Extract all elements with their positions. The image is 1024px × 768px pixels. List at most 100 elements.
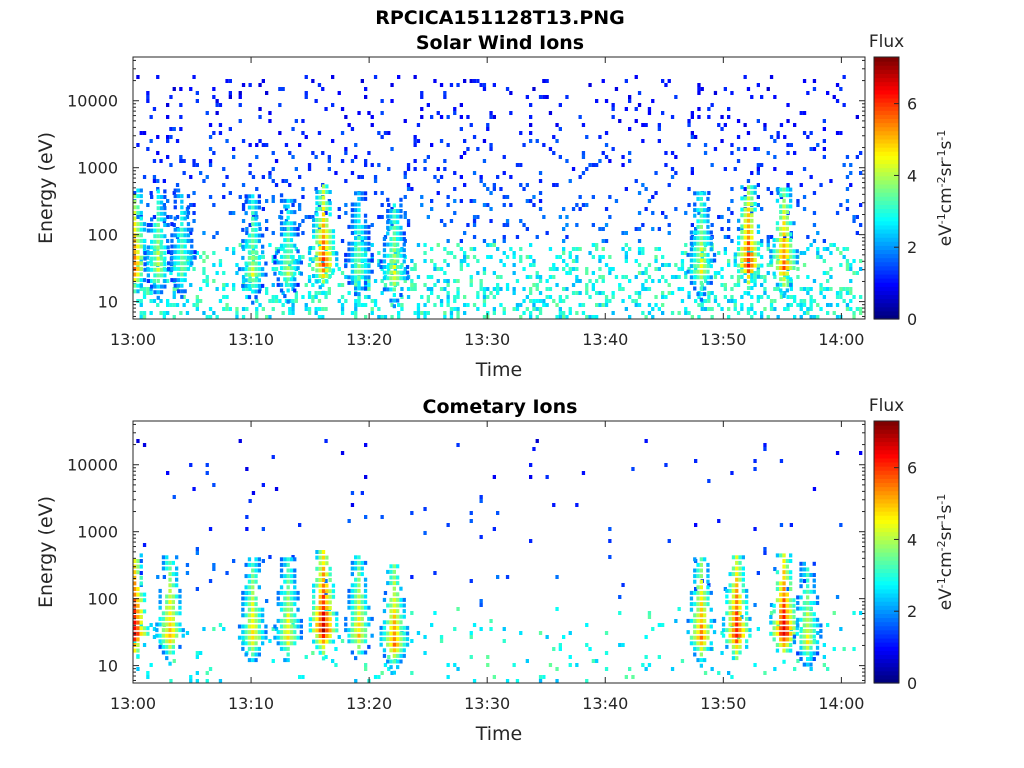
spectrogram-cell (244, 624, 248, 629)
spectrogram-cell (328, 617, 332, 622)
spectrogram-cell (153, 290, 157, 295)
spectrogram-cell (396, 259, 400, 264)
spectrogram-cell (340, 159, 345, 163)
spectrogram-cell (392, 586, 396, 591)
spectrogram-cell (641, 223, 645, 227)
spectrogram-cell (383, 131, 388, 135)
spectrogram-cell (608, 527, 612, 531)
spectrogram-cell (178, 588, 182, 593)
spectrogram-cell (703, 590, 707, 595)
spectrogram-cell (753, 185, 757, 190)
spectrogram-cell (212, 311, 216, 315)
spectrogram-cell (806, 91, 810, 95)
spectrogram-cell (793, 315, 797, 319)
spectrogram-cell (769, 615, 773, 619)
spectrogram-cell (529, 463, 533, 467)
spectrogram-cell (775, 226, 780, 231)
spectrogram-cell (785, 249, 789, 254)
spectrogram-cell (806, 623, 810, 628)
spectrogram-cell (799, 584, 803, 589)
spectrogram-cell (558, 299, 562, 303)
spectrogram-cell (745, 588, 749, 593)
spectrogram-cell (379, 259, 383, 264)
spectrogram-cell (396, 265, 400, 269)
spectrogram-cell (720, 215, 724, 219)
spectrogram-cell (274, 627, 279, 631)
spectrogram-cell (706, 258, 710, 263)
spectrogram-cell (538, 171, 543, 175)
spectrogram-cell (321, 550, 326, 554)
spectrogram-cell (420, 311, 424, 315)
spectrogram-cell (703, 143, 708, 147)
spectrogram-cell (439, 83, 444, 87)
spectrogram-cell (344, 252, 348, 257)
spectrogram-cell (357, 241, 361, 246)
spectrogram-cell (826, 91, 830, 95)
spectrogram-cell (189, 259, 193, 263)
spectrogram-cell (775, 187, 780, 192)
spectrogram-cell (522, 143, 526, 147)
spectrogram-cell (222, 295, 226, 299)
spectrogram-cell (386, 253, 390, 258)
spectrogram-cell (763, 275, 767, 279)
spectrogram-cell (247, 205, 252, 210)
spectrogram-cell (738, 633, 742, 638)
x-tick-label: 13:30 (464, 694, 510, 713)
spectrogram-cell (254, 255, 258, 260)
spectrogram-cell (815, 623, 820, 628)
x-tick-label: 13:50 (700, 694, 746, 713)
spectrogram-cell (812, 147, 817, 151)
spectrogram-cell (693, 641, 697, 646)
spectrogram-cell (532, 203, 536, 207)
spectrogram-cell (396, 597, 400, 602)
spectrogram-cell (585, 267, 589, 271)
spectrogram-cell (317, 243, 322, 247)
spectrogram-cell (354, 303, 358, 307)
spectrogram-cell (753, 527, 757, 531)
spectrogram-cell (166, 155, 170, 159)
spectrogram-cell (389, 575, 393, 580)
spectrogram-cell (463, 231, 467, 235)
spectrogram-cell (247, 562, 252, 567)
spectrogram-cell (354, 279, 358, 283)
spectrogram-cell (392, 642, 396, 647)
spectrogram-cell (315, 279, 319, 284)
spectrogram-cell (700, 87, 704, 91)
spectrogram-cell (802, 263, 807, 267)
spectrogram-cell (241, 219, 246, 223)
spectrogram-cell (321, 290, 326, 295)
spectrogram-cell (637, 211, 642, 215)
spectrogram-cell (399, 597, 403, 602)
spectrogram-cell (158, 622, 162, 627)
spectrogram-cell (699, 275, 703, 280)
spectrogram-cell (799, 634, 803, 639)
spectrogram-cell (288, 151, 292, 155)
spectrogram-cell (785, 260, 789, 265)
spectrogram-cell (598, 255, 602, 259)
spectrogram-cell (779, 226, 783, 231)
spectrogram-cell (750, 315, 754, 319)
spectrogram-cell (337, 267, 341, 271)
spectrogram-cell (396, 614, 400, 619)
spectrogram-cell (644, 279, 648, 283)
spectrogram-cell (397, 315, 401, 319)
spectrogram-cell (335, 617, 339, 622)
spectrogram-cell (405, 270, 410, 275)
spectrogram-cell (443, 287, 447, 291)
spectrogram-cell (694, 587, 698, 591)
spectrogram-cell (286, 624, 290, 629)
spectrogram-cell (802, 579, 807, 583)
spectrogram-cell (317, 307, 322, 311)
spectrogram-cell (743, 279, 747, 283)
spectrogram-cell (159, 228, 164, 233)
spectrogram-cell (257, 652, 261, 657)
spectrogram-cell (657, 279, 661, 283)
spectrogram-cell (139, 278, 143, 283)
spectrogram-cell (696, 646, 700, 651)
spectrogram-cell (163, 211, 167, 216)
spectrogram-cell (789, 609, 793, 614)
spectrogram-cell (396, 575, 400, 580)
spectrogram-cell (248, 83, 252, 87)
spectrogram-cell (689, 241, 694, 246)
spectrogram-cell (703, 557, 707, 562)
